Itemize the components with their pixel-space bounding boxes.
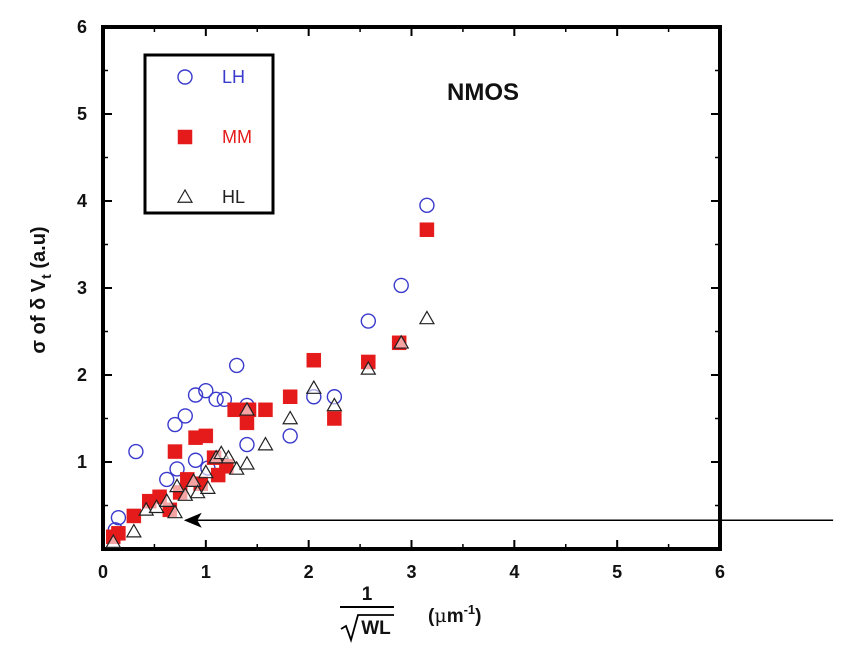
point-hl bbox=[197, 464, 214, 479]
point-lh bbox=[216, 391, 233, 408]
point-lh bbox=[360, 313, 377, 329]
point-mm bbox=[327, 411, 342, 426]
point-mm bbox=[419, 222, 435, 237]
point-mm bbox=[227, 402, 242, 418]
point-lh bbox=[239, 436, 255, 453]
legend-label-mm: MM bbox=[222, 127, 252, 147]
point-hl bbox=[238, 401, 256, 416]
point-hl bbox=[199, 479, 216, 494]
point-mm bbox=[239, 415, 255, 431]
legend-items: LH MM HL bbox=[176, 67, 252, 207]
x-label-numerator: 1 bbox=[362, 584, 373, 605]
legend-label-lh: LH bbox=[222, 67, 245, 87]
y-tick-label: 5 bbox=[77, 104, 87, 124]
x-tick-label: 1 bbox=[201, 562, 211, 582]
x-tick-label: 2 bbox=[304, 562, 314, 582]
point-hl bbox=[185, 472, 202, 487]
point-lh bbox=[187, 387, 204, 403]
point-hl bbox=[257, 436, 274, 451]
point-hl bbox=[282, 410, 299, 425]
point-hl bbox=[360, 360, 377, 375]
point-hl bbox=[418, 310, 435, 325]
point-hl bbox=[189, 484, 206, 499]
point-hl bbox=[326, 397, 343, 412]
y-tick-label: 1 bbox=[77, 452, 87, 472]
nmos-annotation: NMOS bbox=[447, 79, 519, 106]
x-tick-label: 3 bbox=[406, 562, 416, 582]
series-mm bbox=[106, 222, 435, 545]
legend-marker-hl bbox=[176, 188, 194, 203]
point-lh bbox=[208, 391, 224, 408]
point-hl bbox=[166, 504, 184, 519]
point-hl bbox=[125, 523, 142, 538]
point-lh bbox=[187, 452, 204, 468]
legend-marker-lh bbox=[177, 69, 193, 85]
legend: LH MM HL bbox=[143, 53, 275, 215]
x-tick-label: 0 bbox=[98, 562, 108, 582]
series-lh bbox=[107, 197, 435, 538]
point-hl bbox=[238, 455, 256, 470]
tick-labels: 0 1 2 3 4 5 6 1 2 3 4 5 6 bbox=[77, 17, 725, 582]
x-tick-label: 4 bbox=[509, 562, 519, 582]
point-hl bbox=[177, 486, 194, 501]
legend-label-hl: HL bbox=[222, 187, 245, 207]
x-tick-label: 6 bbox=[715, 562, 725, 582]
point-lh bbox=[167, 416, 183, 433]
legend-marker-mm bbox=[177, 129, 193, 145]
point-lh bbox=[177, 408, 193, 424]
y-tick-label: 6 bbox=[77, 17, 87, 37]
point-mm bbox=[126, 508, 142, 524]
point-mm bbox=[198, 428, 214, 444]
point-hl bbox=[105, 533, 122, 548]
x-label-radicand: WL bbox=[361, 618, 391, 639]
y-tick-label: 3 bbox=[77, 278, 87, 298]
point-mm bbox=[258, 402, 273, 418]
point-lh bbox=[110, 509, 127, 526]
point-hl bbox=[213, 445, 230, 460]
point-hl bbox=[158, 492, 175, 507]
point-hl bbox=[169, 478, 186, 493]
point-mm bbox=[167, 444, 183, 459]
point-hl bbox=[305, 379, 322, 394]
x-axis-label: 1 WL (μm-1) bbox=[340, 584, 481, 643]
y-axis-label: σ of δ Vt (a.u) bbox=[28, 226, 54, 353]
ticks bbox=[102, 26, 721, 550]
point-lh bbox=[419, 197, 435, 214]
point-lh bbox=[393, 277, 409, 294]
point-hl bbox=[220, 449, 237, 464]
point-mm bbox=[282, 389, 298, 404]
sqrt-icon bbox=[340, 614, 394, 643]
point-lh bbox=[169, 461, 185, 477]
point-mm bbox=[306, 352, 322, 368]
data-points bbox=[105, 197, 435, 548]
y-tick-label: 4 bbox=[77, 191, 87, 211]
point-lh bbox=[228, 357, 245, 374]
point-lh bbox=[282, 428, 298, 444]
y-tick-label: 2 bbox=[77, 365, 87, 385]
point-lh bbox=[159, 471, 175, 488]
point-lh bbox=[128, 443, 144, 460]
x-tick-label: 5 bbox=[612, 562, 622, 582]
x-label-units: (μm-1) bbox=[428, 602, 481, 627]
legend-box bbox=[143, 53, 275, 215]
series-hl bbox=[105, 310, 435, 548]
point-hl bbox=[393, 334, 410, 349]
point-lh bbox=[198, 382, 214, 399]
